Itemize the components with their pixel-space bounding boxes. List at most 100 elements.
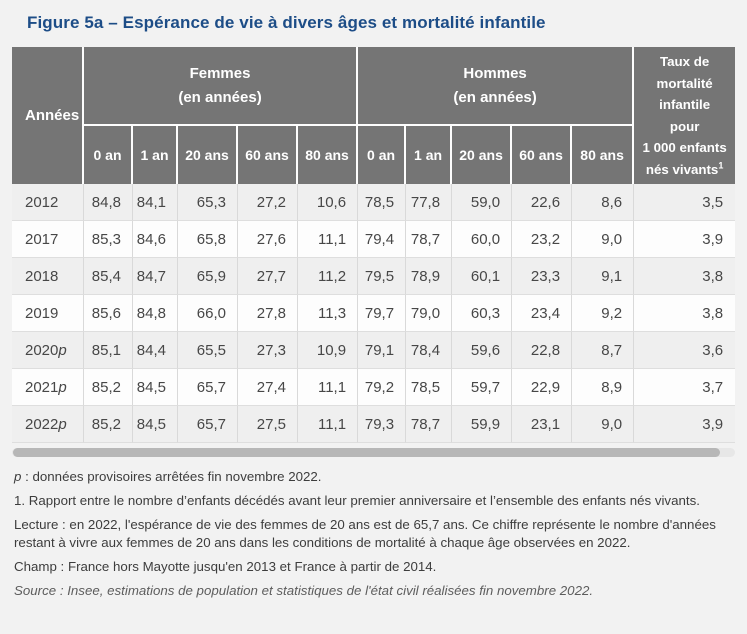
year-cell: 2020p [12, 332, 84, 370]
value-cell: 84,1 [133, 184, 178, 222]
value-cell: 84,5 [133, 369, 178, 407]
value-cell: 11,3 [298, 295, 359, 333]
note-source: Source : Insee, estimations de populatio… [14, 583, 594, 599]
column-header-hommes-20ans: 20 ans [452, 126, 513, 185]
value-cell: 59,7 [452, 369, 513, 407]
provisional-symbol: p [14, 469, 22, 485]
value-cell: 84,7 [133, 258, 178, 296]
note-provisional: p : données provisoires arrêtées fin nov… [14, 468, 733, 486]
infant-mortality-cell: 3,9 [634, 221, 736, 259]
value-cell: 65,7 [178, 406, 238, 444]
column-header-femmes-60ans: 60 ans [238, 126, 298, 185]
horizontal-scrollbar-thumb[interactable] [13, 448, 720, 458]
rate-header-line: 1 000 enfants [642, 140, 727, 156]
column-header-hommes-1an: 1 an [406, 126, 453, 185]
infant-mortality-cell: 3,8 [634, 258, 736, 296]
value-cell: 8,9 [572, 369, 635, 407]
value-cell: 65,8 [178, 221, 238, 259]
value-cell: 22,8 [512, 332, 573, 370]
value-cell: 78,5 [406, 369, 453, 407]
infant-mortality-cell: 3,6 [634, 332, 736, 370]
group-unit: (en années) [178, 88, 262, 106]
year-cell: 2021p [12, 369, 84, 407]
value-cell: 79,2 [358, 369, 407, 407]
table-body: 2012 84,8 84,1 65,3 27,2 10,6 78,5 77,8 59,0 22,6… [12, 184, 736, 444]
value-cell: 27,5 [238, 406, 298, 444]
provisional-flag: p [58, 378, 67, 396]
footnote-ref-1: 1 [718, 160, 724, 171]
value-cell: 23,1 [512, 406, 573, 444]
column-header-hommes-60ans: 60 ans [512, 126, 573, 185]
column-header-femmes-0an: 0 an [84, 126, 133, 185]
value-cell: 66,0 [178, 295, 238, 333]
table-row: 2012 84,8 84,1 65,3 27,2 10,6 78,5 77,8 59,0 22,6… [12, 184, 736, 222]
value-cell: 84,6 [133, 221, 178, 259]
value-cell: 79,3 [358, 406, 407, 444]
value-cell: 84,5 [133, 406, 178, 444]
value-cell: 85,6 [84, 295, 133, 333]
value-cell: 27,6 [238, 221, 298, 259]
table-row: 2022p 85,2 84,5 65,7 27,5 11,1 79,3 78,7 59,9 23,… [12, 406, 736, 444]
value-cell: 22,6 [512, 184, 573, 222]
column-header-femmes-1an: 1 an [133, 126, 178, 185]
note-champ: Champ : France hors Mayotte jusqu'en 201… [14, 559, 437, 575]
column-header-hommes-0an: 0 an [358, 126, 407, 185]
value-cell: 59,6 [452, 332, 513, 370]
value-cell: 10,9 [298, 332, 359, 370]
provisional-flag: p [58, 341, 67, 359]
value-cell: 23,2 [512, 221, 573, 259]
value-cell: 27,3 [238, 332, 298, 370]
value-cell: 78,7 [406, 221, 453, 259]
rate-header-line: Taux de [659, 54, 710, 69]
column-header-femmes-20ans: 20 ans [178, 126, 238, 185]
value-cell: 78,9 [406, 258, 453, 296]
value-cell: 85,2 [84, 406, 133, 444]
value-cell: 59,9 [452, 406, 513, 444]
year-cell: 2022p [12, 406, 84, 444]
value-cell: 8,7 [572, 332, 635, 370]
value-cell: 27,8 [238, 295, 298, 333]
horizontal-scrollbar-track[interactable] [12, 448, 735, 458]
year-cell: 2012 [12, 184, 84, 222]
table-row: 2017 85,3 84,6 65,8 27,6 11,1 79,4 78,7 60,0 23,2… [12, 221, 736, 259]
value-cell: 77,8 [406, 184, 453, 222]
value-cell: 27,4 [238, 369, 298, 407]
value-cell: 60,1 [452, 258, 513, 296]
group-header-femmes: Femmes (en années) [84, 47, 359, 127]
value-cell: 85,4 [84, 258, 133, 296]
rate-header-line: mortalité [656, 75, 713, 91]
infant-mortality-cell: 3,8 [634, 295, 736, 333]
year-cell: 2018 [12, 258, 84, 296]
value-cell: 79,1 [358, 332, 407, 370]
table-row: 2021p 85,2 84,5 65,7 27,4 11,1 79,2 78,5 59,7 22,… [12, 369, 736, 407]
value-cell: 78,4 [406, 332, 453, 370]
note-1: 1. Rapport entre le nombre d’enfants déc… [14, 493, 700, 509]
value-cell: 85,3 [84, 221, 133, 259]
value-cell: 65,5 [178, 332, 238, 370]
infant-mortality-cell: 3,5 [634, 184, 736, 222]
value-cell: 65,9 [178, 258, 238, 296]
value-cell: 78,7 [406, 406, 453, 444]
group-unit: (en années) [453, 88, 537, 106]
value-cell: 59,0 [452, 184, 513, 222]
column-header-years: Années [12, 47, 84, 185]
value-cell: 79,5 [358, 258, 407, 296]
value-cell: 79,7 [358, 295, 407, 333]
value-cell: 85,1 [84, 332, 133, 370]
value-cell: 84,8 [84, 184, 133, 222]
rate-header-line: pour [669, 118, 700, 134]
column-header-femmes-80ans: 80 ans [298, 126, 359, 185]
value-cell: 79,0 [406, 295, 453, 333]
infant-mortality-cell: 3,7 [634, 369, 736, 407]
group-header-hommes: Hommes (en années) [358, 47, 635, 127]
value-cell: 84,8 [133, 295, 178, 333]
table-row: 2018 85,4 84,7 65,9 27,7 11,2 79,5 78,9 60,1 23,3… [12, 258, 736, 296]
rate-header-line: infantile [659, 97, 711, 113]
value-cell: 79,4 [358, 221, 407, 259]
infant-mortality-cell: 3,9 [634, 406, 736, 444]
value-cell: 65,3 [178, 184, 238, 222]
table-header: Années Femmes (en années) Hommes (en ann… [12, 47, 736, 185]
value-cell: 9,0 [572, 406, 635, 444]
value-cell: 9,2 [572, 295, 635, 333]
value-cell: 10,6 [298, 184, 359, 222]
